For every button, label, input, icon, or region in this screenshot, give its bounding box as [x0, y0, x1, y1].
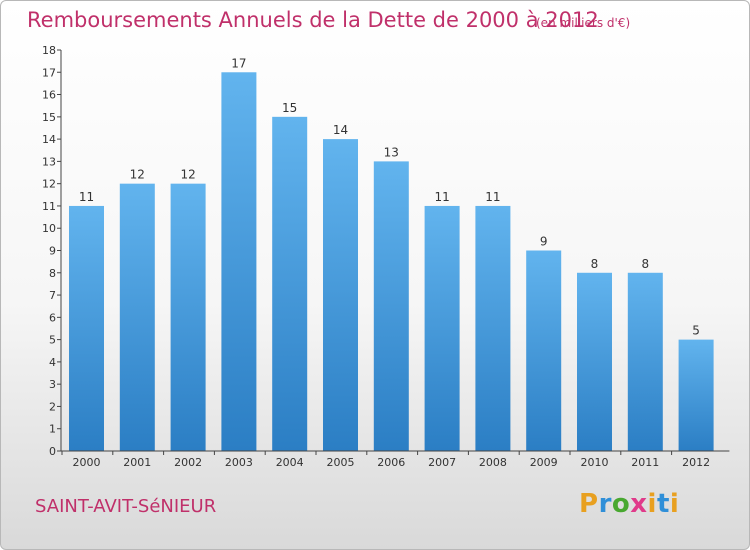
y-tick-label-1: 1	[49, 423, 56, 436]
y-tick-label-4: 4	[49, 356, 56, 369]
bar-2007	[424, 205, 460, 451]
data-label-2006: 13	[384, 145, 399, 159]
bar-2008	[475, 205, 511, 451]
data-label-2011: 8	[641, 257, 649, 271]
data-label-2003: 17	[231, 56, 246, 70]
x-tick-label-2009: 2009	[530, 456, 558, 469]
y-tick-label-13: 13	[42, 155, 56, 168]
x-tick-label-2011: 2011	[631, 456, 659, 469]
x-tick-label-2003: 2003	[225, 456, 253, 469]
bar-2010	[577, 272, 612, 451]
bar-2011	[627, 272, 663, 451]
x-tick-label-2010: 2010	[581, 456, 609, 469]
logo-letter: t	[656, 489, 670, 519]
y-tick-label-8: 8	[49, 267, 56, 280]
commune-name: SAINT-AVIT-SéNIEUR	[35, 496, 217, 517]
y-tick-label-18: 18	[42, 44, 56, 57]
bar-2000	[69, 205, 104, 451]
bar-2006	[373, 161, 409, 451]
data-label-2001: 12	[130, 168, 145, 182]
x-tick-label-2008: 2008	[479, 456, 507, 469]
y-tick-label-14: 14	[42, 133, 56, 146]
logo-letter: i	[669, 489, 680, 519]
logo-letter: x	[630, 489, 648, 519]
logo-letter: i	[647, 489, 657, 519]
chart-unit-label: (en milliers d'€)	[536, 16, 631, 30]
x-tick-label-2012: 2012	[682, 456, 710, 469]
data-label-2012: 5	[692, 324, 700, 338]
y-tick-label-17: 17	[42, 66, 56, 79]
data-label-2008: 11	[485, 190, 500, 204]
y-tick-label-5: 5	[49, 334, 56, 347]
y-tick-label-9: 9	[49, 245, 56, 258]
bar-2002	[170, 183, 206, 451]
y-tick-label-11: 11	[42, 200, 56, 213]
data-label-2010: 8	[591, 257, 599, 271]
y-tick-label-3: 3	[49, 378, 56, 391]
bar-2012	[678, 339, 714, 451]
y-tick-label-12: 12	[42, 178, 56, 191]
bar-2003	[221, 72, 257, 452]
bar-2001	[119, 183, 155, 451]
y-tick-label-6: 6	[49, 311, 56, 324]
chart-title: Remboursements Annuels de la Dette de 20…	[27, 8, 599, 32]
x-tick-label-2004: 2004	[276, 456, 304, 469]
data-label-2004: 15	[282, 101, 297, 115]
data-label-2009: 9	[540, 235, 548, 249]
logo-letter: o	[611, 489, 631, 519]
data-label-2005: 14	[333, 123, 348, 137]
bar-2004	[272, 116, 308, 451]
x-tick-label-2006: 2006	[377, 456, 405, 469]
x-tick-label-2000: 2000	[73, 456, 101, 469]
x-tick-label-2005: 2005	[327, 456, 355, 469]
data-label-2007: 11	[434, 190, 449, 204]
y-tick-label-15: 15	[42, 111, 56, 124]
x-tick-label-2007: 2007	[428, 456, 456, 469]
data-label-2002: 12	[180, 168, 195, 182]
y-tick-label-2: 2	[49, 400, 56, 413]
y-tick-label-0: 0	[49, 445, 56, 458]
bar-2005	[323, 139, 358, 451]
y-tick-label-16: 16	[42, 89, 56, 102]
bar-2009	[526, 250, 562, 451]
y-tick-label-7: 7	[49, 289, 56, 302]
x-tick-label-2002: 2002	[174, 456, 202, 469]
x-tick-label-2001: 2001	[123, 456, 151, 469]
proxiti-logo: Proxiti	[579, 489, 679, 519]
data-label-2000: 11	[79, 190, 94, 204]
logo-letter: P	[579, 489, 599, 519]
logo-letter: r	[598, 489, 612, 519]
y-tick-label-10: 10	[42, 222, 56, 235]
